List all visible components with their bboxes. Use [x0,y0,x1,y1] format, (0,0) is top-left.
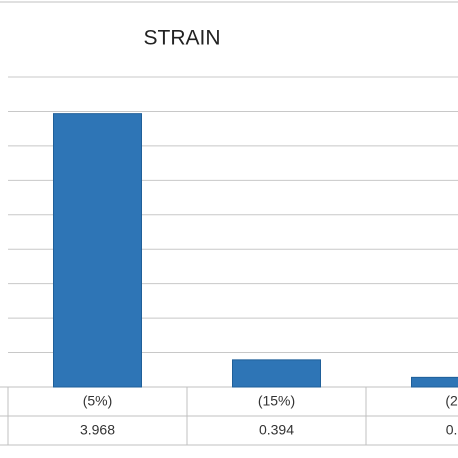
x-tick-label: (5%) [83,393,113,409]
x-tick-label: (25 [445,393,458,409]
bar [53,113,142,388]
value-label: 3.968 [80,422,115,438]
chart-title: STRAIN [143,27,220,50]
x-tick-label: (15%) [258,393,295,409]
value-label: 0.1 [446,422,458,438]
value-label: 0.394 [259,422,294,438]
bar [411,376,458,388]
bar [232,359,321,388]
